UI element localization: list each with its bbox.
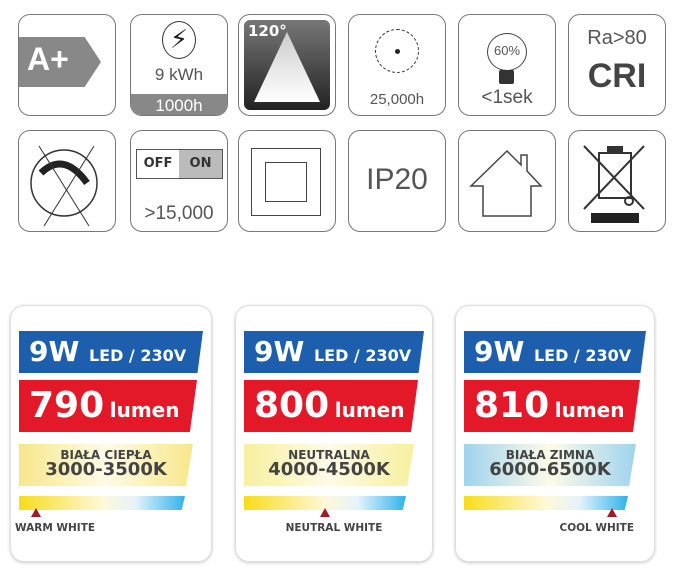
marker-triangle-icon — [320, 508, 330, 517]
cct-name: BIAŁA CIEPŁA — [60, 448, 152, 462]
lumen-unit: lumen — [554, 398, 625, 422]
consumption-per: 1000h — [131, 94, 227, 115]
color-temperature-scale — [464, 496, 628, 510]
ip-rating-value: IP20 — [366, 163, 428, 196]
product-card: 9W LED / 230V 810 lumen BIAŁA ZIMNA 6000… — [455, 305, 655, 562]
lumen-value: 790 — [29, 385, 105, 426]
class-ii-tile — [238, 130, 336, 232]
lumen-unit: lumen — [109, 398, 180, 422]
cct-band: BIAŁA CIEPŁA 3000-3500K — [19, 444, 193, 486]
cct-range: 6000-6500K — [489, 459, 611, 480]
cri-ra: Ra>80 — [587, 27, 647, 49]
cct-band: NEUTRALNA 4000-4500K — [244, 444, 414, 486]
power-value: 9W — [254, 335, 305, 368]
lumen-band: 810 lumen — [464, 380, 640, 432]
led-voltage: LED / 230V — [88, 346, 187, 365]
not-dimmable-icon — [30, 145, 98, 227]
led-voltage: LED / 230V — [533, 346, 632, 365]
beam-angle-label: 120° — [248, 22, 287, 40]
cct-name: NEUTRALNA — [288, 448, 370, 462]
lightning-icon: ⚡ — [162, 21, 196, 59]
cri-label: CRI — [587, 57, 647, 95]
energy-class-label: A+ — [27, 41, 69, 77]
switch-cycles-tile: OFF ON >15,000 — [130, 130, 228, 232]
switch-icon: OFF ON — [136, 149, 223, 179]
lifetime-tile: 25,000h — [348, 14, 446, 116]
switch-cycles-value: >15,000 — [144, 203, 214, 224]
switch-on-label: ON — [189, 156, 212, 171]
beam-angle-tile: 120° — [238, 14, 336, 116]
power-value: 9W — [474, 335, 525, 368]
power-band: 9W LED / 230V — [244, 331, 424, 373]
energy-class-tile: A+ — [18, 14, 116, 116]
power-band: 9W LED / 230V — [464, 331, 646, 373]
cct-name: BIAŁA ZIMNA — [505, 448, 595, 462]
cri-tile: Ra>80 CRI — [568, 14, 666, 116]
not-dimmable-tile — [18, 130, 116, 232]
warmup-percent: 60% — [493, 43, 521, 58]
marker-label: WARM WHITE — [15, 522, 96, 534]
house-icon — [469, 149, 543, 217]
lumen-value: 810 — [474, 385, 550, 426]
cct-range: 3000-3500K — [45, 459, 167, 480]
product-card: 9W LED / 230V 790 lumen BIAŁA CIEPŁA 300… — [10, 305, 212, 562]
clock-icon — [375, 29, 419, 73]
warmup-time: <1sek — [481, 87, 533, 108]
marker-label: COOL WHITE — [559, 522, 634, 534]
beam-cone-icon — [244, 20, 330, 110]
lumen-band: 800 lumen — [244, 380, 418, 432]
cct-range: 4000-4500K — [268, 459, 390, 480]
lifetime-value: 25,000h — [369, 91, 425, 108]
bulb-base-icon — [499, 70, 514, 84]
ip-rating-tile: IP20 — [348, 130, 446, 232]
lumen-value: 800 — [254, 385, 330, 426]
cct-band: BIAŁA ZIMNA 6000-6500K — [464, 444, 636, 486]
energy-arrow-icon — [19, 37, 101, 87]
power-value: 9W — [29, 335, 80, 368]
power-band: 9W LED / 230V — [19, 331, 203, 373]
indoor-tile — [458, 130, 556, 232]
crossed-bin-icon — [583, 145, 645, 223]
lumen-band: 790 lumen — [19, 380, 197, 432]
weee-tile — [568, 130, 666, 232]
color-temperature-scale — [244, 496, 406, 510]
color-temperature-scale — [19, 496, 185, 510]
marker-triangle-icon — [30, 508, 41, 517]
consumption-value: 9 kWh — [154, 65, 204, 84]
consumption-tile: ⚡ 9 kWh 1000h — [130, 14, 228, 116]
class-ii-icon — [251, 148, 321, 216]
product-card: 9W LED / 230V 800 lumen NEUTRALNA 4000-4… — [235, 305, 433, 562]
marker-label: NEUTRAL WHITE — [285, 522, 383, 534]
warmup-tile: 60% <1sek — [458, 14, 556, 116]
marker-triangle-icon — [606, 508, 617, 517]
switch-off-label: OFF — [137, 150, 179, 178]
lumen-unit: lumen — [334, 398, 405, 422]
led-voltage: LED / 230V — [313, 346, 412, 365]
